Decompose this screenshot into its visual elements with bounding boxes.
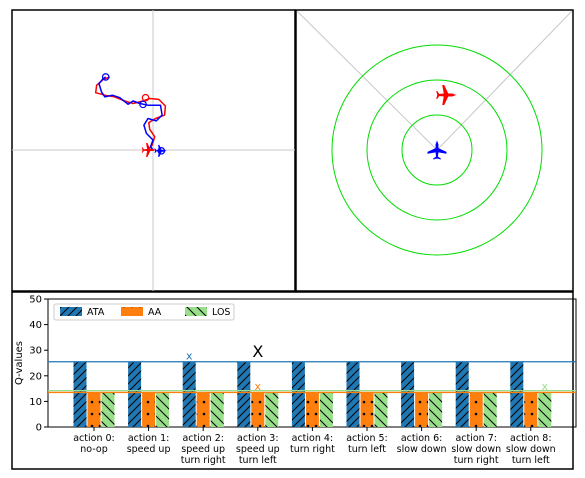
bar-ata bbox=[128, 361, 142, 427]
radar-sector-line-right bbox=[436, 10, 573, 151]
legend-swatch-los bbox=[185, 307, 207, 316]
radar-range-ring bbox=[331, 44, 543, 256]
y-tick-label: 20 bbox=[29, 371, 42, 382]
red-aircraft-icon-shape bbox=[436, 85, 457, 105]
bar-ata bbox=[237, 361, 251, 427]
y-tick-label: 10 bbox=[29, 397, 42, 408]
x-tick-label: speed up bbox=[181, 444, 225, 455]
legend-swatch-aa bbox=[121, 307, 143, 316]
bar-los bbox=[538, 392, 552, 427]
marker-los: x bbox=[542, 380, 549, 393]
y-tick-label: 50 bbox=[29, 295, 42, 306]
x-tick-label: action 8: bbox=[510, 433, 552, 444]
radar-range-ring bbox=[401, 114, 473, 186]
x-tick-label: slow down bbox=[451, 444, 501, 455]
trajectory-panel bbox=[11, 9, 296, 292]
x-tick-label: slow down bbox=[506, 444, 556, 455]
legend-label-ata: ATA bbox=[87, 307, 105, 318]
bar-los bbox=[483, 392, 497, 427]
bar-ata bbox=[510, 361, 524, 427]
x-tick-label: turn left bbox=[348, 444, 386, 455]
bar-aa bbox=[415, 392, 429, 427]
blue-trajectory-marker bbox=[139, 100, 147, 109]
red-trajectory bbox=[94, 76, 167, 151]
bar-aa bbox=[251, 392, 265, 427]
bar-aa bbox=[524, 392, 538, 427]
y-tick-label: 40 bbox=[29, 320, 42, 331]
x-tick-label: action 6: bbox=[401, 433, 443, 444]
x-tick-label: speed up bbox=[127, 444, 171, 455]
x-tick-label: action 5: bbox=[346, 433, 388, 444]
blue-trajectory bbox=[98, 76, 163, 151]
x-tick-label: turn right bbox=[454, 455, 499, 466]
legend-label-los: LOS bbox=[212, 307, 230, 318]
x-tick-label: action 2: bbox=[182, 433, 224, 444]
bar-ata bbox=[291, 361, 305, 427]
x-tick-label: action 7: bbox=[455, 433, 497, 444]
blue-aircraft-icon bbox=[427, 140, 447, 160]
red-aircraft-icon-shape bbox=[141, 143, 156, 157]
legend-swatch-ata bbox=[60, 307, 82, 316]
bar-ata bbox=[401, 361, 415, 427]
bar-ata bbox=[346, 361, 360, 427]
blue-aircraft-icon-shape bbox=[427, 140, 447, 160]
blue-aircraft-icon bbox=[154, 144, 167, 157]
x-tick-label: speed up bbox=[236, 444, 280, 455]
bar-aa bbox=[469, 392, 483, 427]
bar-aa bbox=[87, 392, 101, 427]
bar-los bbox=[156, 392, 170, 427]
blue-aircraft-icon-shape bbox=[154, 144, 167, 157]
bar-aa bbox=[196, 392, 210, 427]
x-tick-label: turn right bbox=[181, 455, 226, 466]
bar-aa bbox=[142, 392, 156, 427]
red-trajectory-marker bbox=[141, 93, 150, 102]
y-axis-label: Q-values bbox=[14, 341, 25, 385]
radar-sector-line-left bbox=[296, 10, 438, 151]
x-tick-label: action 3: bbox=[237, 433, 279, 444]
x-tick-label: action 0: bbox=[73, 433, 115, 444]
x-tick-label: action 4: bbox=[292, 433, 334, 444]
radar-range-ring bbox=[366, 79, 508, 221]
bar-aa bbox=[305, 392, 319, 427]
bar-los bbox=[210, 392, 224, 427]
bar-ata bbox=[73, 361, 87, 427]
y-tick-label: 30 bbox=[29, 346, 42, 357]
y-tick-label: 0 bbox=[36, 423, 42, 434]
bar-los bbox=[374, 392, 388, 427]
x-tick-label: turn right bbox=[290, 444, 335, 455]
red-aircraft-icon bbox=[141, 143, 156, 157]
bar-los bbox=[429, 392, 443, 427]
bar-los bbox=[101, 392, 115, 427]
x-tick-label: action 1: bbox=[128, 433, 170, 444]
legend-label-aa: AA bbox=[148, 307, 162, 318]
marker-total: X bbox=[252, 342, 263, 361]
x-tick-label: no-op bbox=[80, 444, 107, 455]
bar-los bbox=[265, 392, 279, 427]
marker-ata: x bbox=[186, 349, 193, 362]
x-tick-label: turn left bbox=[512, 455, 550, 466]
marker-aa: x bbox=[255, 380, 262, 393]
radar-panel bbox=[295, 9, 574, 292]
x-tick-label: turn left bbox=[239, 455, 277, 466]
bar-ata bbox=[455, 361, 469, 427]
bar-aa bbox=[360, 392, 374, 427]
red-aircraft-icon bbox=[436, 85, 457, 105]
legend: ATA AA LOS bbox=[53, 303, 235, 321]
bar-ata bbox=[182, 361, 196, 427]
bar-los bbox=[319, 392, 333, 427]
x-tick-label: slow down bbox=[397, 444, 447, 455]
blue-trajectory-marker bbox=[101, 73, 110, 81]
